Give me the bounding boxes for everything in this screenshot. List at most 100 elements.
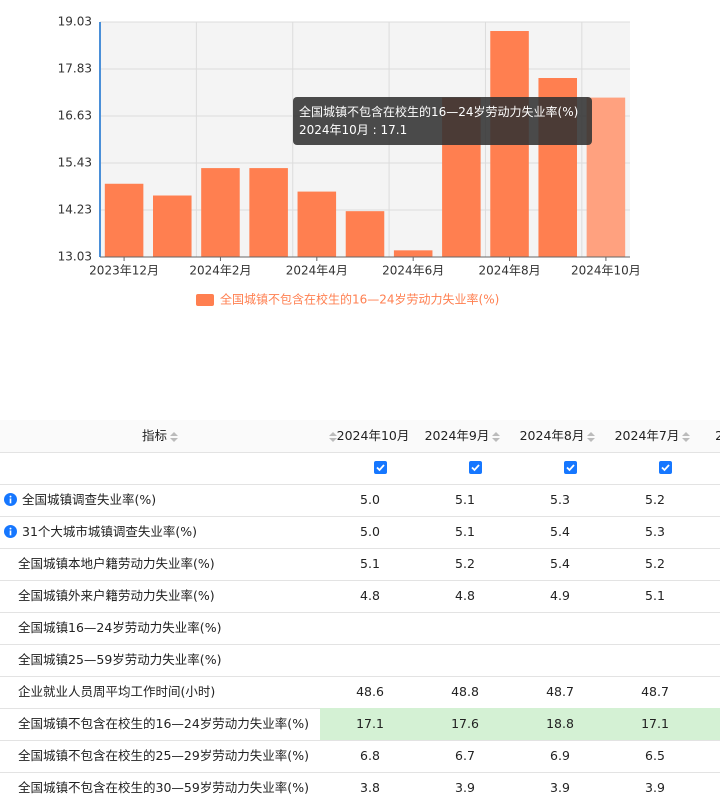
cell-value: 5.3 xyxy=(645,524,665,539)
row-name: 全国城镇本地户籍劳动力失业率(%) xyxy=(18,548,328,580)
row-label: 全国城镇不包含在校生的30—59岁劳动力失业率(%) xyxy=(18,780,309,795)
column-header: 2024年9月 xyxy=(415,420,510,452)
sort-icon[interactable] xyxy=(328,431,337,442)
y-tick-label: 17.83 xyxy=(58,62,92,76)
check-mark xyxy=(565,464,575,472)
column-checkbox[interactable] xyxy=(373,461,387,474)
legend-label: 全国城镇不包含在校生的16—24岁劳动力失业率(%) xyxy=(220,292,499,307)
y-tick-label: 14.23 xyxy=(58,203,92,217)
cell-value: 5.4 xyxy=(550,524,570,539)
x-tick-label: 2023年12月 xyxy=(89,264,159,278)
cell-value: 5.2 xyxy=(645,492,665,507)
column-header: 2024年10月 xyxy=(320,420,415,452)
tooltip-category: 2024年10月 xyxy=(299,123,369,137)
row-divider xyxy=(0,516,720,517)
header-text: 2024年8月 xyxy=(519,428,585,443)
cell-value: 17.6 xyxy=(451,716,479,731)
cell-value: 5.1 xyxy=(455,524,475,539)
cell-value: 6.7 xyxy=(455,748,475,763)
info-icon[interactable] xyxy=(4,492,22,507)
info-glyph xyxy=(4,493,17,506)
column-header: 2024年6月 xyxy=(700,420,720,452)
info-icon[interactable] xyxy=(4,524,22,539)
row-divider xyxy=(0,612,720,613)
header-background xyxy=(0,420,720,452)
check-mark xyxy=(660,464,670,472)
row-name: 全国城镇16—24岁劳动力失业率(%) xyxy=(18,612,328,644)
bar xyxy=(345,211,385,257)
row-divider xyxy=(0,676,720,677)
cell-value: 48.7 xyxy=(546,684,574,699)
header-text: 2024年10月 xyxy=(336,428,410,443)
cell-value: 3.9 xyxy=(645,780,665,795)
x-tick-label: 2024年8月 xyxy=(478,264,540,278)
row-label: 全国城镇不包含在校生的25—29岁劳动力失业率(%) xyxy=(18,748,309,763)
row-label: 企业就业人员周平均工作时间(小时) xyxy=(18,684,216,699)
cell-value: 6.5 xyxy=(645,748,665,763)
row-label: 31个大城市城镇调查失业率(%) xyxy=(22,524,198,539)
bar xyxy=(586,97,626,257)
cell-value: 5.2 xyxy=(645,556,665,571)
x-tick-label: 2024年2月 xyxy=(189,264,251,278)
header-text: 2024年9月 xyxy=(424,428,490,443)
row-label: 全国城镇调查失业率(%) xyxy=(22,492,157,507)
row-name: 全国城镇不包含在校生的16—24岁劳动力失业率(%) xyxy=(18,708,328,740)
sort-icon[interactable] xyxy=(170,431,178,442)
cell-value: 6.9 xyxy=(550,748,570,763)
column-checkbox[interactable] xyxy=(563,461,577,474)
cell-value: 3.8 xyxy=(360,780,380,795)
row-name: 全国城镇外来户籍劳动力失业率(%) xyxy=(18,580,328,612)
x-tick-label: 2024年6月 xyxy=(382,264,444,278)
row-name: 全国城镇不包含在校生的30—59岁劳动力失业率(%) xyxy=(18,772,328,800)
sort-icon[interactable] xyxy=(587,431,596,442)
tooltip-value: 17.1 xyxy=(369,123,407,137)
cell-value: 48.7 xyxy=(641,684,669,699)
bar xyxy=(201,168,240,257)
row-label: 全国城镇不包含在校生的16—24岁劳动力失业率(%) xyxy=(18,716,309,731)
bar xyxy=(153,195,192,257)
row-label: 全国城镇外来户籍劳动力失业率(%) xyxy=(18,588,215,603)
tooltip-line: 2024年10月17.1 xyxy=(299,121,586,139)
bar xyxy=(249,168,288,257)
cell-value: 3.9 xyxy=(550,780,570,795)
cell-value: 4.9 xyxy=(550,588,570,603)
cell-value: 5.3 xyxy=(550,492,570,507)
column-header: 2024年7月 xyxy=(605,420,700,452)
row-name: 全国城镇不包含在校生的25—29岁劳动力失业率(%) xyxy=(18,740,328,772)
cell-value: 4.8 xyxy=(455,588,475,603)
cell-value: 5.4 xyxy=(550,556,570,571)
column-checkbox[interactable] xyxy=(658,461,672,474)
row-name: 全国城镇25—59岁劳动力失业率(%) xyxy=(18,644,328,676)
header-text: 2024年7月 xyxy=(614,428,680,443)
cell-value: 5.1 xyxy=(645,588,665,603)
cell-value: 48.6 xyxy=(356,684,384,699)
row-label: 全国城镇25—59岁劳动力失业率(%) xyxy=(18,652,222,667)
y-tick-label: 19.03 xyxy=(58,15,92,29)
column-checkbox[interactable] xyxy=(468,461,482,474)
row-divider xyxy=(0,644,720,645)
row-divider xyxy=(0,484,720,485)
cell-value: 5.2 xyxy=(455,556,475,571)
row-divider xyxy=(0,772,720,773)
cell-value: 17.1 xyxy=(356,716,384,731)
row-divider xyxy=(0,740,720,741)
row-name: 全国城镇调查失业率(%) xyxy=(4,484,314,516)
chart: 13.03 14.23 15.43 16.63 17.83 19.03 2023年12月 20… xyxy=(58,15,641,307)
y-tick-label: 16.63 xyxy=(58,109,92,123)
header-text: 指标 xyxy=(141,428,167,443)
bar xyxy=(393,250,433,257)
row-highlight xyxy=(320,708,720,740)
cell-value: 6.8 xyxy=(360,748,380,763)
column-header: 指标 xyxy=(0,420,320,452)
cell-value: 3.9 xyxy=(455,780,475,795)
check-mark xyxy=(470,464,480,472)
sort-icon[interactable] xyxy=(492,431,501,442)
x-tick-label: 2024年4月 xyxy=(286,264,348,278)
legend-swatch xyxy=(196,294,214,306)
row-divider xyxy=(0,548,720,549)
bar xyxy=(104,183,144,257)
row-name: 企业就业人员周平均工作时间(小时) xyxy=(18,676,328,708)
y-tick-label: 15.43 xyxy=(58,156,92,170)
sort-icon[interactable] xyxy=(682,431,691,442)
row-label: 全国城镇16—24岁劳动力失业率(%) xyxy=(18,620,222,635)
